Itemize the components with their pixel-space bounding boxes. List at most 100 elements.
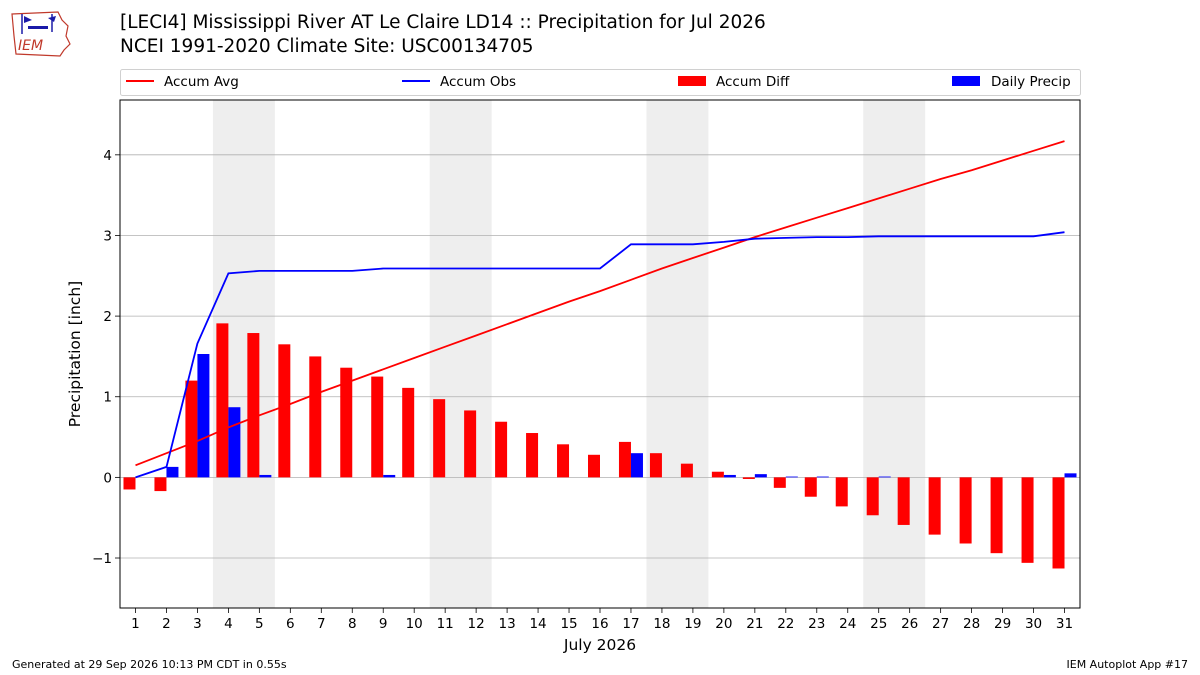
logo-text: IEM bbox=[18, 38, 43, 54]
diff-bar bbox=[835, 477, 848, 507]
x-tick-label: 30 bbox=[1025, 616, 1042, 632]
daily-bar bbox=[785, 476, 798, 478]
diff-bar bbox=[402, 387, 415, 478]
plot-frame bbox=[119, 99, 1081, 609]
chart-title: [LECI4] Mississippi River AT Le Claire L… bbox=[120, 12, 766, 33]
x-tick-label: 19 bbox=[684, 616, 701, 632]
diff-bar bbox=[278, 344, 291, 478]
accum-avg-line bbox=[135, 140, 1065, 467]
x-tick-label: 15 bbox=[560, 616, 577, 632]
diff-bar bbox=[495, 421, 508, 478]
footer-app: IEM Autoplot App #17 bbox=[1066, 658, 1189, 671]
legend-swatch-accum-diff bbox=[678, 76, 706, 86]
diff-bar bbox=[804, 477, 817, 497]
y-axis-label: Precipitation [inch] bbox=[66, 281, 84, 427]
diff-bar bbox=[990, 477, 1003, 554]
x-tick-label: 31 bbox=[1056, 616, 1073, 632]
x-tick-label: 27 bbox=[932, 616, 949, 632]
x-tick-label: 3 bbox=[193, 616, 202, 632]
diff-bar bbox=[216, 323, 229, 478]
daily-bar bbox=[878, 476, 891, 478]
windsock-icon bbox=[24, 16, 32, 23]
x-tick-label: 13 bbox=[499, 616, 516, 632]
diff-bar bbox=[711, 471, 724, 478]
footer-generated: Generated at 29 Sep 2026 10:13 PM CDT in… bbox=[12, 658, 287, 671]
legend: Accum Avg Accum Obs Accum Diff Daily Pre… bbox=[120, 69, 1081, 96]
x-tick-label: 1 bbox=[131, 616, 140, 632]
daily-bar bbox=[383, 474, 396, 478]
legend-label-accum-diff: Accum Diff bbox=[716, 74, 790, 90]
legend-label-accum-obs: Accum Obs bbox=[440, 74, 516, 90]
x-tick-label: 9 bbox=[379, 616, 388, 632]
daily-bar bbox=[630, 453, 643, 478]
x-axis-label: July 2026 bbox=[563, 636, 636, 654]
x-tick-label: 11 bbox=[437, 616, 454, 632]
diff-bar bbox=[1052, 477, 1065, 569]
x-tick-label: 29 bbox=[994, 616, 1011, 632]
diff-bar bbox=[185, 380, 198, 478]
diff-bar bbox=[680, 463, 693, 478]
weekend-band bbox=[863, 100, 926, 608]
diff-bar bbox=[897, 477, 910, 525]
x-tick-label: 22 bbox=[777, 616, 794, 632]
diff-bar bbox=[773, 477, 786, 488]
x-tick-label: 10 bbox=[406, 616, 423, 632]
legend-swatch-daily-precip bbox=[952, 76, 980, 86]
diff-bar bbox=[618, 441, 631, 478]
y-tick-label: 4 bbox=[103, 148, 112, 164]
diff-bar bbox=[588, 454, 600, 478]
diff-bar bbox=[371, 376, 384, 478]
x-tick-label: 2 bbox=[162, 616, 171, 632]
diff-bar bbox=[866, 477, 879, 516]
diff-bar bbox=[433, 399, 446, 478]
x-tick-label: 28 bbox=[963, 616, 980, 632]
diff-bar bbox=[928, 477, 941, 535]
diff-bar bbox=[464, 410, 477, 478]
accum-obs-line bbox=[135, 231, 1065, 479]
y-tick-label: 2 bbox=[103, 309, 112, 325]
x-tick-label: 17 bbox=[622, 616, 639, 632]
chart-subtitle: NCEI 1991-2020 Climate Site: USC00134705 bbox=[120, 36, 534, 57]
y-tick-label: 1 bbox=[103, 390, 112, 406]
x-tick-label: 4 bbox=[224, 616, 233, 632]
diff-bar bbox=[154, 477, 167, 492]
daily-bar bbox=[816, 476, 829, 478]
weekend-band bbox=[646, 100, 709, 608]
diff-bar bbox=[742, 477, 755, 479]
x-tick-label: 8 bbox=[348, 616, 357, 632]
x-tick-label: 25 bbox=[870, 616, 887, 632]
diff-bar bbox=[340, 367, 353, 478]
x-tick-label: 7 bbox=[317, 616, 326, 632]
y-tick-label: −1 bbox=[92, 551, 112, 567]
x-tick-label: 16 bbox=[591, 616, 608, 632]
y-tick-label: 0 bbox=[103, 470, 112, 486]
diff-bar bbox=[309, 356, 322, 478]
x-tick-label: 26 bbox=[901, 616, 918, 632]
daily-bar bbox=[1064, 473, 1077, 478]
legend-label-accum-avg: Accum Avg bbox=[164, 74, 239, 90]
x-tick-label: 5 bbox=[255, 616, 264, 632]
daily-bar bbox=[228, 407, 241, 478]
daily-bar bbox=[754, 474, 767, 478]
x-tick-label: 6 bbox=[286, 616, 295, 632]
x-tick-label: 23 bbox=[808, 616, 825, 632]
daily-bar bbox=[723, 474, 736, 478]
diff-bar bbox=[649, 453, 662, 478]
legend-label-daily-precip: Daily Precip bbox=[991, 74, 1071, 90]
x-tick-label: 21 bbox=[746, 616, 763, 632]
weekend-band bbox=[429, 100, 492, 608]
x-tick-label: 20 bbox=[715, 616, 732, 632]
daily-bar bbox=[197, 354, 210, 478]
x-tick-label: 14 bbox=[529, 616, 546, 632]
daily-bar bbox=[166, 466, 179, 478]
x-tick-label: 18 bbox=[653, 616, 670, 632]
diff-bar bbox=[1021, 477, 1034, 563]
y-tick-label: 3 bbox=[103, 228, 112, 244]
diff-bar bbox=[123, 477, 136, 490]
daily-bar bbox=[259, 474, 272, 478]
diff-bar bbox=[526, 433, 539, 478]
diff-bar bbox=[959, 477, 972, 544]
diff-bar bbox=[557, 444, 570, 478]
